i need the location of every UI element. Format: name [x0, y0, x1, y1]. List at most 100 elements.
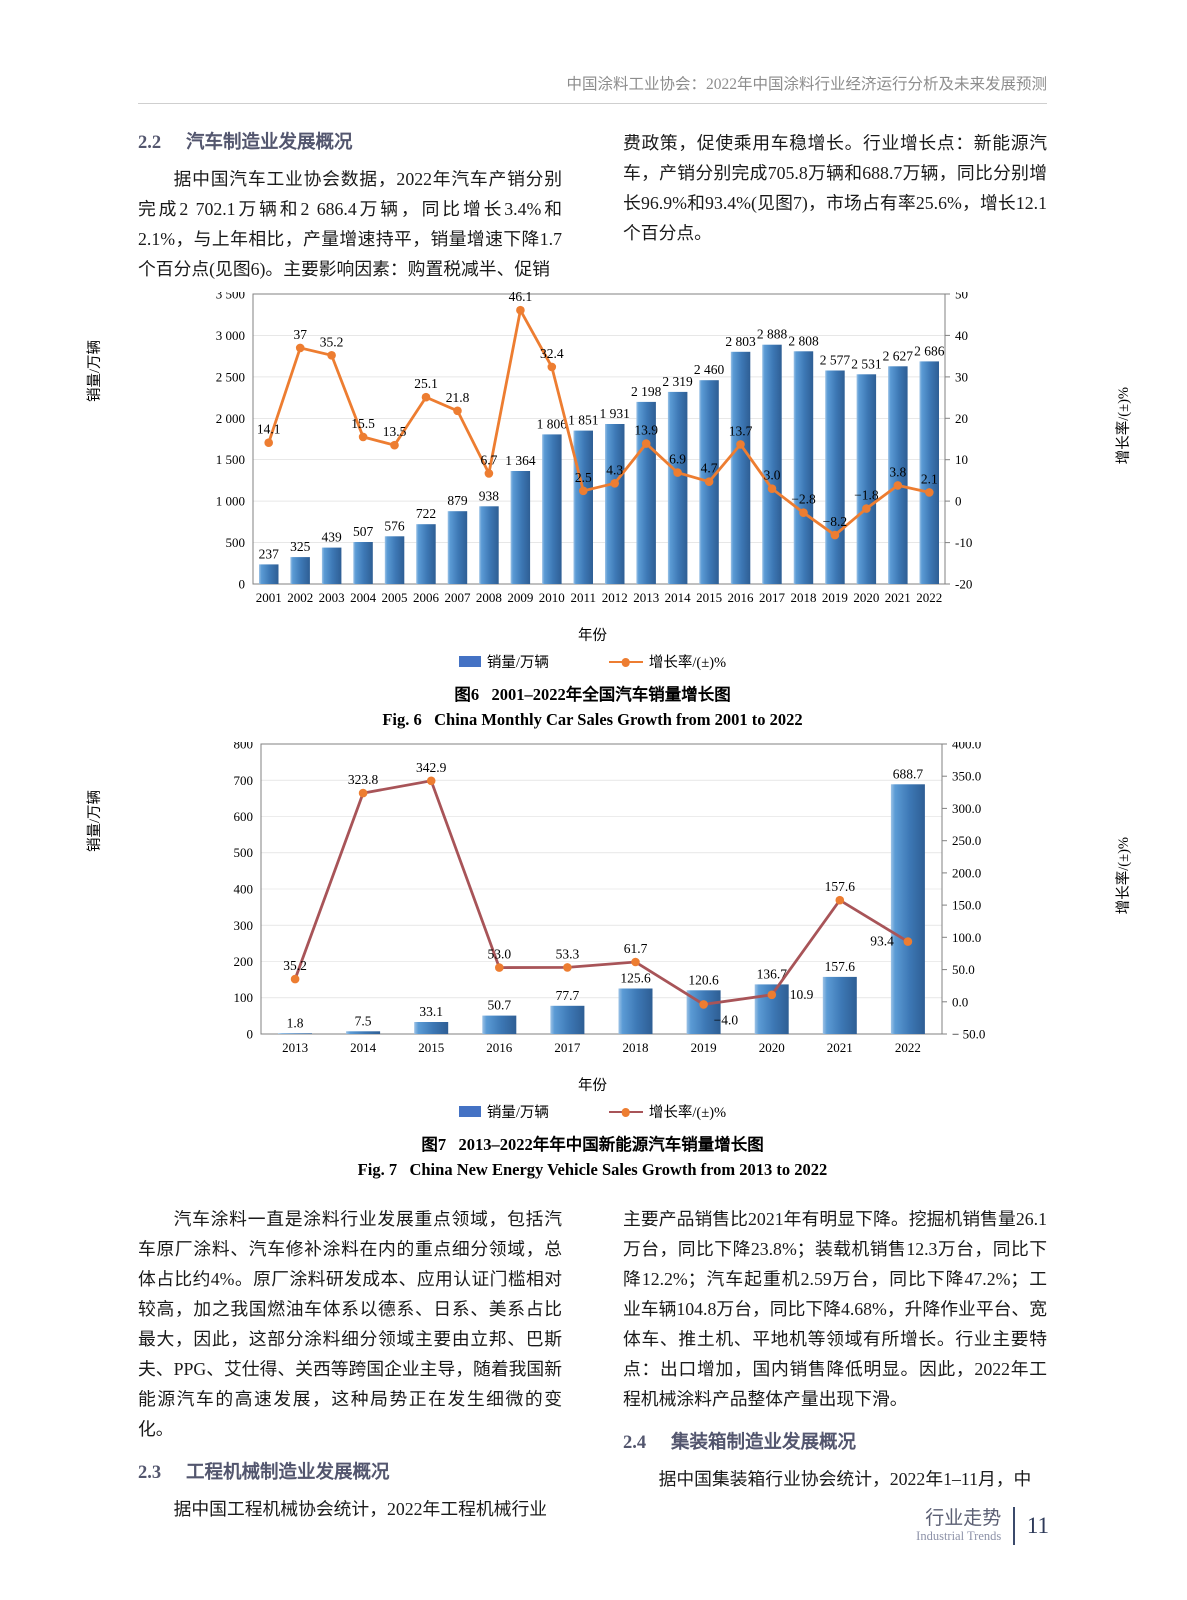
svg-text:3 000: 3 000 [216, 328, 245, 343]
svg-text:2001: 2001 [256, 590, 282, 604]
svg-text:50.7: 50.7 [487, 998, 511, 1013]
svg-text:2.5: 2.5 [575, 470, 592, 485]
svg-text:200.0: 200.0 [952, 865, 981, 880]
svg-text:150.0: 150.0 [952, 898, 981, 913]
svg-text:2019: 2019 [691, 1040, 717, 1054]
svg-text:400: 400 [234, 882, 254, 897]
svg-text:2 888: 2 888 [757, 327, 788, 342]
svg-text:722: 722 [416, 506, 436, 521]
svg-text:2017: 2017 [554, 1040, 581, 1054]
svg-text:50.0: 50.0 [952, 962, 975, 977]
svg-text:2021: 2021 [827, 1040, 853, 1054]
svg-text:2013: 2013 [282, 1040, 308, 1054]
svg-text:2 531: 2 531 [851, 356, 881, 371]
svg-text:10.9: 10.9 [790, 987, 814, 1002]
svg-text:2005: 2005 [382, 590, 408, 604]
svg-text:7.5: 7.5 [355, 1013, 372, 1028]
svg-text:2021: 2021 [885, 590, 911, 604]
svg-text:100.0: 100.0 [952, 930, 981, 945]
svg-text:2018: 2018 [791, 590, 817, 604]
svg-text:100: 100 [234, 990, 254, 1005]
svg-text:2 808: 2 808 [788, 333, 819, 348]
svg-text:3.0: 3.0 [764, 468, 781, 483]
svg-text:2006: 2006 [413, 590, 440, 604]
svg-text:2016: 2016 [486, 1040, 513, 1054]
svg-text:2 500: 2 500 [216, 369, 245, 384]
svg-text:−4.0: −4.0 [714, 1012, 739, 1027]
svg-text:237: 237 [259, 546, 280, 561]
svg-text:30: 30 [955, 369, 968, 384]
svg-text:4.3: 4.3 [606, 462, 623, 477]
svg-text:53.0: 53.0 [487, 947, 511, 962]
svg-text:21.8: 21.8 [446, 390, 470, 405]
svg-text:50: 50 [955, 292, 968, 302]
svg-text:2003: 2003 [319, 590, 345, 604]
svg-text:2018: 2018 [623, 1040, 649, 1054]
svg-text:2 000: 2 000 [216, 411, 245, 426]
svg-text:323.8: 323.8 [348, 772, 379, 787]
svg-text:157.6: 157.6 [825, 959, 856, 974]
svg-text:2020: 2020 [853, 590, 879, 604]
svg-text:300: 300 [234, 918, 254, 933]
svg-text:2 577: 2 577 [820, 353, 851, 368]
svg-text:1 000: 1 000 [216, 494, 245, 509]
svg-text:2022: 2022 [895, 1040, 921, 1054]
svg-text:120.6: 120.6 [688, 972, 719, 987]
svg-text:2010: 2010 [539, 590, 565, 604]
svg-text:2 627: 2 627 [883, 348, 914, 363]
svg-text:0: 0 [239, 577, 246, 592]
svg-text:200: 200 [234, 954, 254, 969]
svg-text:37: 37 [293, 327, 307, 342]
svg-text:700: 700 [234, 773, 254, 788]
svg-text:13.7: 13.7 [729, 423, 753, 438]
svg-text:2007: 2007 [445, 590, 472, 604]
svg-text:0: 0 [955, 494, 962, 509]
svg-text:2017: 2017 [759, 590, 786, 604]
svg-text:15.5: 15.5 [351, 416, 375, 431]
svg-text:13.9: 13.9 [634, 423, 658, 438]
svg-text:-10: -10 [955, 535, 972, 550]
svg-text:300.0: 300.0 [952, 801, 981, 816]
svg-text:1 851: 1 851 [568, 413, 598, 428]
svg-text:1.8: 1.8 [287, 1015, 304, 1030]
svg-text:2 460: 2 460 [694, 362, 725, 377]
svg-text:439: 439 [321, 530, 342, 545]
svg-text:576: 576 [384, 518, 405, 533]
svg-text:53.3: 53.3 [556, 946, 580, 961]
svg-text:1 806: 1 806 [537, 416, 568, 431]
svg-text:14.1: 14.1 [257, 422, 281, 437]
svg-text:507: 507 [353, 524, 374, 539]
svg-text:2 198: 2 198 [631, 384, 662, 399]
svg-text:−2.8: −2.8 [791, 492, 816, 507]
svg-text:35.2: 35.2 [320, 334, 344, 349]
svg-text:800: 800 [234, 742, 254, 752]
svg-text:2 319: 2 319 [662, 374, 693, 389]
svg-text:-20: -20 [955, 577, 972, 592]
svg-text:2009: 2009 [507, 590, 533, 604]
svg-text:500: 500 [226, 535, 246, 550]
svg-text:13.5: 13.5 [383, 424, 407, 439]
svg-text:2011: 2011 [571, 590, 597, 604]
svg-text:2020: 2020 [759, 1040, 785, 1054]
svg-text:0: 0 [247, 1027, 254, 1042]
svg-text:500: 500 [234, 845, 254, 860]
svg-text:2002: 2002 [287, 590, 313, 604]
svg-text:2008: 2008 [476, 590, 502, 604]
svg-text:0.0: 0.0 [952, 994, 968, 1009]
svg-text:157.6: 157.6 [825, 879, 856, 894]
svg-text:77.7: 77.7 [556, 988, 580, 1003]
svg-text:25.1: 25.1 [414, 376, 438, 391]
svg-text:400.0: 400.0 [952, 742, 981, 752]
svg-text:− 50.0: − 50.0 [952, 1027, 985, 1042]
svg-text:879: 879 [447, 493, 468, 508]
svg-text:2015: 2015 [418, 1040, 444, 1054]
svg-text:6.7: 6.7 [480, 452, 497, 467]
svg-text:6.9: 6.9 [669, 452, 686, 467]
svg-text:93.4: 93.4 [870, 934, 894, 949]
svg-text:10: 10 [955, 452, 968, 467]
svg-text:−8.2: −8.2 [823, 514, 848, 529]
svg-text:342.9: 342.9 [416, 760, 447, 775]
svg-text:2.1: 2.1 [921, 471, 938, 486]
svg-text:35.2: 35.2 [283, 958, 307, 973]
svg-text:1 500: 1 500 [216, 452, 245, 467]
